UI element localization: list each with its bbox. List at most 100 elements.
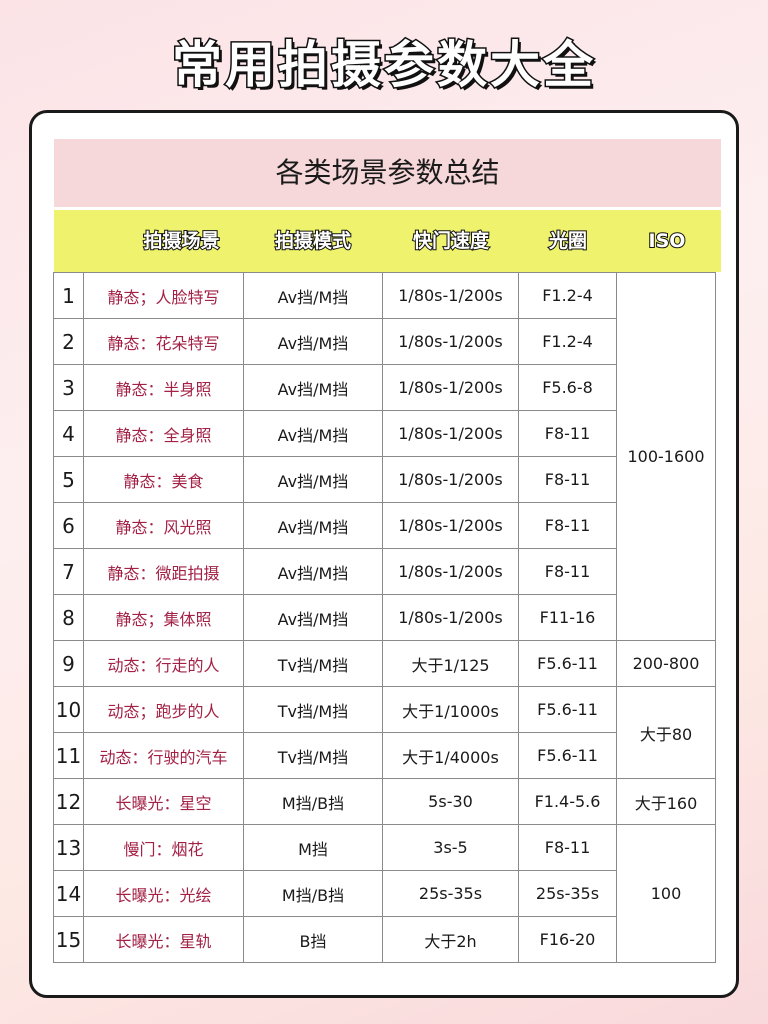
shutter-cell: 1/80s-1/200s <box>382 502 519 549</box>
shutter-cell: 1/80s-1/200s <box>382 594 519 641</box>
row-number: 2 <box>53 318 84 365</box>
aperture-cell: 25s-35s <box>518 870 617 917</box>
header-aperture: 光圈 <box>548 229 588 253</box>
table-row: 4 静态：全身照 Av挡/M挡 1/80s-1/200s F8-11 <box>53 410 716 457</box>
shutter-cell: 3s-5 <box>382 824 519 871</box>
mode-cell: B挡 <box>243 916 383 963</box>
scene-cell: 静态：微距拍摄 <box>83 548 244 595</box>
scene-cell: 动态：行驶的汽车 <box>83 732 244 779</box>
table-row: 3 静态：半身照 Av挡/M挡 1/80s-1/200s F5.6-8 <box>53 364 716 411</box>
mode-cell: M挡 <box>243 824 383 871</box>
scene-cell: 长曝光：星轨 <box>83 916 244 963</box>
shutter-cell: 1/80s-1/200s <box>382 548 519 595</box>
scene-cell: 长曝光：星空 <box>83 778 244 825</box>
scene-cell: 长曝光：光绘 <box>83 870 244 917</box>
aperture-cell: F1.4-5.6 <box>518 778 617 825</box>
shutter-cell: 25s-35s <box>382 870 519 917</box>
aperture-cell: F1.2-4 <box>518 272 617 319</box>
scene-cell: 静态：美食 <box>83 456 244 503</box>
scene-cell: 动态：行走的人 <box>83 640 244 687</box>
mode-cell: Av挡/M挡 <box>243 456 383 503</box>
shutter-cell: 1/80s-1/200s <box>382 410 519 457</box>
table-row: 13 慢门：烟花 M挡 3s-5 F8-11 100 <box>53 824 716 963</box>
header-iso: ISO <box>648 229 687 253</box>
mode-cell: Av挡/M挡 <box>243 272 383 319</box>
mode-cell: Av挡/M挡 <box>243 318 383 365</box>
mode-cell: M挡/B挡 <box>243 778 383 825</box>
scene-cell: 静态；人脸特写 <box>83 272 244 319</box>
mode-cell: Av挡/M挡 <box>243 548 383 595</box>
shutter-cell: 大于1/125 <box>382 640 519 687</box>
row-number: 7 <box>53 548 84 595</box>
row-number: 9 <box>53 640 84 687</box>
mode-cell: Av挡/M挡 <box>243 502 383 549</box>
aperture-cell: F8-11 <box>518 548 617 595</box>
iso-cell: 大于160 <box>616 778 716 825</box>
shutter-cell: 1/80s-1/200s <box>382 318 519 365</box>
table-row: 11 动态：行驶的汽车 Tv挡/M挡 大于1/4000s F5.6-11 <box>53 732 716 779</box>
scene-cell: 静态：半身照 <box>83 364 244 411</box>
mode-cell: Av挡/M挡 <box>243 594 383 641</box>
params-table: 1 静态；人脸特写 Av挡/M挡 1/80s-1/200s F1.2-4 100-1600… <box>53 272 716 963</box>
page-title: 常用拍摄参数大全 <box>171 35 596 96</box>
row-number: 13 <box>53 824 84 871</box>
table-row: 9 动态：行走的人 Tv挡/M挡 大于1/125 F5.6-11 200-800 <box>53 640 716 687</box>
shutter-cell: 1/80s-1/200s <box>382 364 519 411</box>
row-number: 12 <box>53 778 84 825</box>
mode-cell: Tv挡/M挡 <box>243 686 383 733</box>
aperture-cell: F8-11 <box>518 824 617 871</box>
mode-cell: Av挡/M挡 <box>243 364 383 411</box>
shutter-cell: 1/80s-1/200s <box>382 456 519 503</box>
aperture-cell: F5.6-11 <box>518 640 617 687</box>
row-number: 8 <box>53 594 84 641</box>
table-row: 1 静态；人脸特写 Av挡/M挡 1/80s-1/200s F1.2-4 100-1600 <box>53 272 716 641</box>
shutter-cell: 1/80s-1/200s <box>382 272 519 319</box>
header-mode: 拍摄模式 <box>274 229 352 253</box>
row-number: 10 <box>53 686 84 733</box>
column-header-row: 拍摄场景 拍摄模式 快门速度 光圈 ISO <box>54 210 721 272</box>
header-scene: 拍摄场景 <box>142 229 220 253</box>
aperture-cell: F1.2-4 <box>518 318 617 365</box>
row-number: 15 <box>53 916 84 963</box>
scene-cell: 静态；集体照 <box>83 594 244 641</box>
header-shutter: 快门速度 <box>412 229 490 253</box>
scene-cell: 静态：风光照 <box>83 502 244 549</box>
table-subtitle: 各类场景参数总结 <box>54 139 721 207</box>
table-row: 12 长曝光：星空 M挡/B挡 5s-30 F1.4-5.6 大于160 <box>53 778 716 825</box>
table-row: 8 静态；集体照 Av挡/M挡 1/80s-1/200s F11-16 <box>53 594 716 641</box>
mode-cell: Av挡/M挡 <box>243 410 383 457</box>
table-row: 5 静态：美食 Av挡/M挡 1/80s-1/200s F8-11 <box>53 456 716 503</box>
iso-cell: 200-800 <box>616 640 716 687</box>
row-number: 1 <box>53 272 84 319</box>
table-row: 6 静态：风光照 Av挡/M挡 1/80s-1/200s F8-11 <box>53 502 716 549</box>
aperture-cell: F5.6-11 <box>518 732 617 779</box>
scene-cell: 静态：全身照 <box>83 410 244 457</box>
shutter-cell: 5s-30 <box>382 778 519 825</box>
aperture-cell: F5.6-8 <box>518 364 617 411</box>
table-row: 2 静态：花朵特写 Av挡/M挡 1/80s-1/200s F1.2-4 <box>53 318 716 365</box>
table-row: 15 长曝光：星轨 B挡 大于2h F16-20 <box>53 916 716 963</box>
shutter-cell: 大于2h <box>382 916 519 963</box>
aperture-cell: F8-11 <box>518 502 617 549</box>
aperture-cell: F8-11 <box>518 410 617 457</box>
aperture-cell: F11-16 <box>518 594 617 641</box>
mode-cell: M挡/B挡 <box>243 870 383 917</box>
scene-cell: 动态；跑步的人 <box>83 686 244 733</box>
shutter-cell: 大于1/1000s <box>382 686 519 733</box>
mode-cell: Tv挡/M挡 <box>243 732 383 779</box>
iso-cell: 大于80 <box>616 686 716 779</box>
row-number: 5 <box>53 456 84 503</box>
row-number: 6 <box>53 502 84 549</box>
scene-cell: 慢门：烟花 <box>83 824 244 871</box>
table-row: 14 长曝光：光绘 M挡/B挡 25s-35s 25s-35s <box>53 870 716 917</box>
row-number: 11 <box>53 732 84 779</box>
iso-cell: 100-1600 <box>616 272 716 641</box>
table-row: 7 静态：微距拍摄 Av挡/M挡 1/80s-1/200s F8-11 <box>53 548 716 595</box>
mode-cell: Tv挡/M挡 <box>243 640 383 687</box>
aperture-cell: F5.6-11 <box>518 686 617 733</box>
scene-cell: 静态：花朵特写 <box>83 318 244 365</box>
shutter-cell: 大于1/4000s <box>382 732 519 779</box>
row-number: 4 <box>53 410 84 457</box>
row-number: 14 <box>53 870 84 917</box>
row-number: 3 <box>53 364 84 411</box>
